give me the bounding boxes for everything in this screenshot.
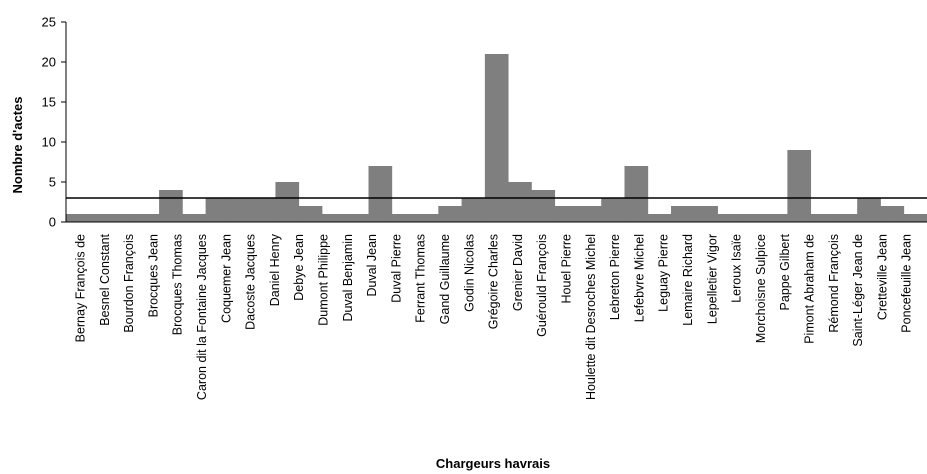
y-tick-label: 10 [42, 135, 56, 150]
x-category-label: Bernay François de [74, 234, 88, 342]
bar [415, 214, 439, 222]
x-category-label: Morchoisne Sulpice [754, 234, 768, 343]
y-tick-label: 20 [42, 55, 56, 70]
x-category-label: Pimont Abraham de [803, 234, 817, 344]
bar [484, 54, 509, 222]
bar [554, 206, 579, 222]
bar [833, 214, 858, 222]
bar [345, 214, 369, 222]
bar [461, 198, 486, 222]
x-category-label: Grenier David [511, 234, 525, 311]
y-axis-title: Nombre d'actes [10, 96, 25, 193]
y-tick-label: 25 [42, 15, 56, 30]
bar [857, 198, 881, 222]
x-category-label: Leroux Isaïe [730, 234, 744, 303]
x-category-label: Godin Nicolas [462, 234, 476, 312]
x-category-label: Debye Jean [292, 234, 306, 301]
x-category-label: Coquemer Jean [219, 234, 233, 323]
bar [275, 182, 300, 222]
bar [601, 198, 625, 222]
bar [764, 214, 788, 222]
bar [717, 214, 742, 222]
x-category-label: Lebreton Pierre [608, 234, 622, 320]
bar [228, 198, 253, 222]
bar [880, 206, 905, 222]
y-tick-label: 5 [49, 175, 56, 190]
bar [903, 214, 927, 222]
x-category-label: Duval Benjamin [341, 234, 355, 322]
bar [810, 214, 835, 222]
bar [508, 182, 532, 222]
bar [298, 206, 323, 222]
x-category-label: Dumont Philippe [317, 234, 331, 326]
y-tick-label: 15 [42, 95, 56, 110]
x-category-label: Dacoste Jacques [244, 234, 258, 330]
x-category-label: Houlette dit Desroches Michel [584, 234, 598, 400]
x-category-label: Lefebvre Michel [632, 234, 646, 322]
bar [577, 206, 602, 222]
bar [112, 214, 137, 222]
y-tick-label: 0 [49, 215, 56, 230]
x-category-label: Rémond François [827, 234, 841, 333]
bar [321, 214, 346, 222]
bar [252, 198, 276, 222]
bar [135, 214, 160, 222]
bar [438, 206, 462, 222]
bar [647, 214, 672, 222]
x-category-label: Pappe Gilbert [778, 233, 792, 310]
x-category-label: Besnel Constant [98, 233, 112, 325]
x-category-label: Grégoire Charles [487, 234, 501, 329]
x-category-label: Daniel Henry [268, 233, 282, 306]
x-category-label: Guérould François [535, 234, 549, 337]
bar [531, 190, 556, 222]
x-category-label: Ferrant Thomas [414, 234, 428, 323]
x-category-label: Cretteville Jean [875, 234, 889, 320]
x-labels-group: Bernay François de Besnel Constant Bourdon… [74, 233, 914, 400]
x-category-label: Houel Pierre [560, 234, 574, 304]
bar [159, 190, 183, 222]
bar [624, 166, 649, 222]
bar [740, 214, 765, 222]
x-category-label: Caron dit la Fontaine Jacques [195, 234, 209, 400]
x-axis-title: Chargeurs havrais [436, 456, 550, 471]
x-category-label: Bourdon François [122, 234, 136, 333]
x-category-label: Saint-Léger Jean de [851, 234, 865, 347]
x-category-label: Lepelletier Vigor [705, 234, 719, 324]
bar [205, 198, 230, 222]
y-ticks-group: 0 5 10 15 20 25 [42, 15, 66, 230]
x-category-label: Gand Guillaume [438, 234, 452, 324]
x-category-label: Leguay Pierre [657, 234, 671, 312]
x-category-label: Brocques Jean [146, 234, 160, 317]
x-category-label: Poncefeuille Jean [900, 234, 914, 333]
bar [89, 214, 113, 222]
x-category-label: Brocques Thomas [171, 234, 185, 335]
x-category-label: Duval Pierre [389, 234, 403, 303]
bar [787, 150, 812, 222]
bar [391, 214, 416, 222]
bar [694, 206, 718, 222]
x-category-label: Lemaire Richard [681, 234, 695, 326]
bars-group [66, 54, 927, 222]
bar [66, 214, 90, 222]
x-category-label: Duval Jean [365, 234, 379, 297]
bar [182, 214, 207, 222]
bar [671, 206, 695, 222]
bar [368, 166, 393, 222]
